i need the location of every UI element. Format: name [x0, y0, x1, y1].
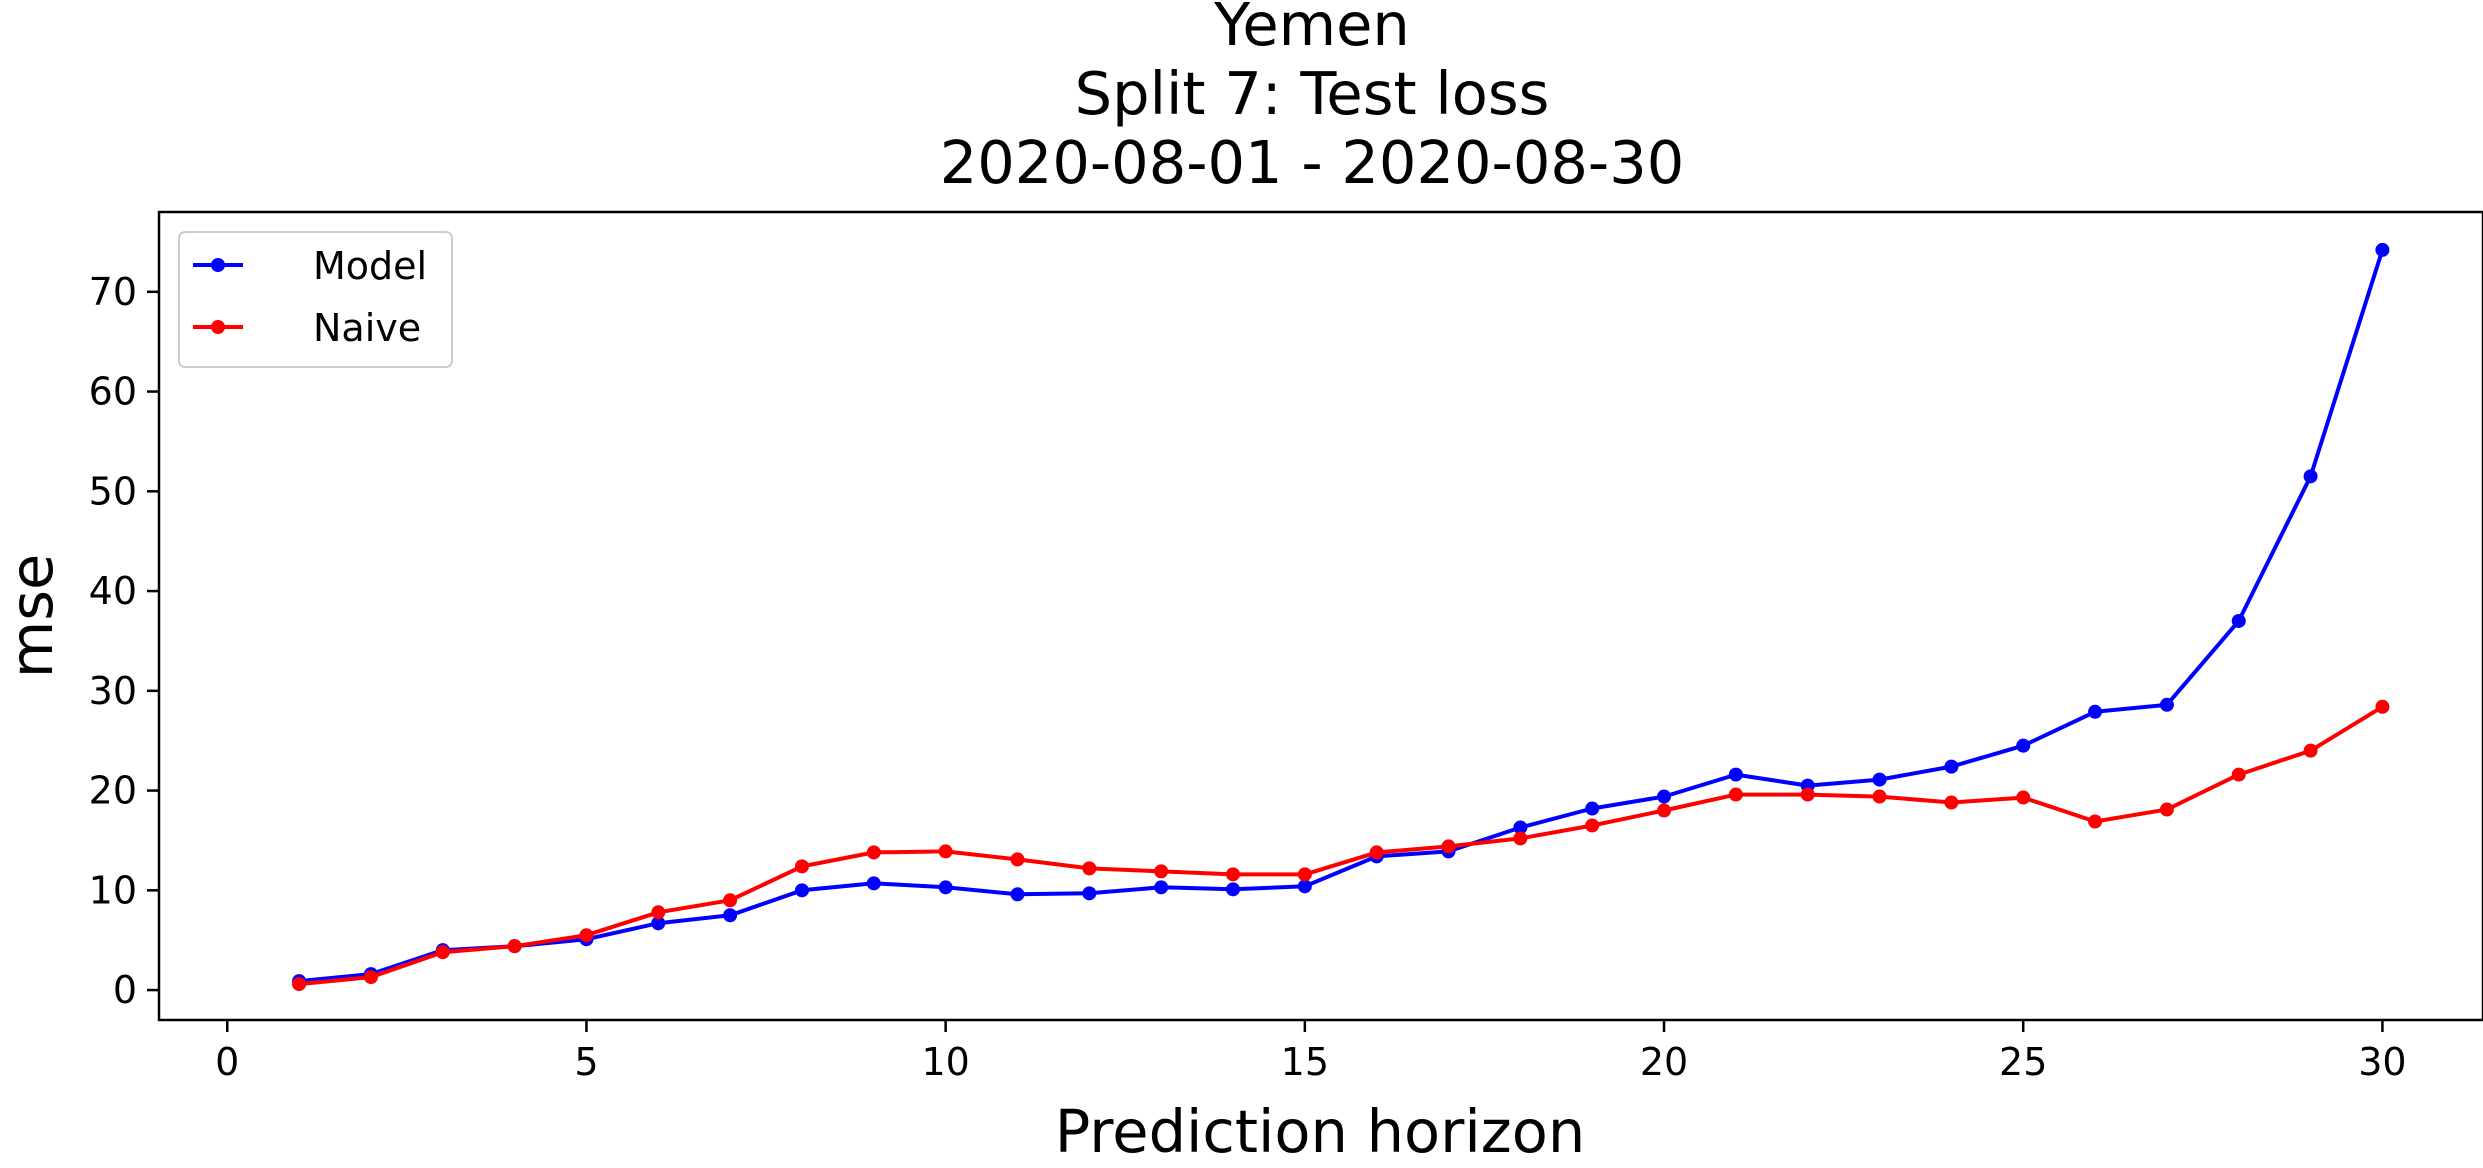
x-tick-label: 0 — [215, 1040, 239, 1084]
data-point-naive — [1441, 839, 1456, 854]
data-point-model — [2088, 704, 2103, 719]
data-point-model — [1513, 820, 1528, 835]
data-point-naive — [435, 945, 450, 960]
legend: Model Naive — [178, 231, 453, 368]
data-point-naive — [723, 893, 738, 908]
data-point-naive — [1657, 803, 1672, 818]
data-point-model — [1082, 886, 1097, 901]
legend-box — [178, 231, 453, 368]
data-point-model — [1872, 772, 1887, 787]
data-point-naive — [1297, 867, 1312, 882]
data-point-model — [1010, 887, 1025, 902]
data-point-naive — [507, 939, 522, 954]
x-tick-label: 5 — [574, 1040, 598, 1084]
data-point-naive — [2231, 767, 2246, 782]
y-tick-label: 40 — [89, 569, 137, 613]
data-point-naive — [1800, 787, 1815, 802]
data-point-naive — [1944, 795, 1959, 810]
y-tick-label: 60 — [89, 370, 137, 414]
x-axis-ticks: 0 5 10 15 20 25 30 — [215, 1020, 2407, 1084]
data-point-naive — [938, 844, 953, 859]
data-point-naive — [1585, 818, 1600, 833]
data-point-naive — [1369, 845, 1384, 860]
data-point-naive — [1513, 831, 1528, 846]
series-layer — [292, 242, 2390, 992]
data-point-model — [1657, 789, 1672, 804]
data-point-naive — [1082, 861, 1097, 876]
data-point-naive — [579, 928, 594, 943]
x-tick-label: 30 — [2358, 1040, 2406, 1084]
title-line-3: 2020-08-01 - 2020-08-30 — [940, 128, 1685, 197]
data-point-naive — [866, 845, 881, 860]
y-tick-label: 0 — [113, 968, 137, 1012]
y-axis-label: mse — [0, 554, 66, 679]
data-point-naive — [2303, 743, 2318, 758]
data-point-naive — [2016, 790, 2031, 805]
y-tick-label: 10 — [89, 868, 137, 912]
data-point-naive — [363, 970, 378, 985]
data-point-model — [2375, 242, 2390, 257]
x-tick-label: 15 — [1281, 1040, 1329, 1084]
data-point-naive — [1010, 852, 1025, 867]
series-line-naive — [298, 705, 2384, 987]
data-point-model — [938, 880, 953, 895]
x-axis-label: Prediction horizon — [1055, 1097, 1585, 1166]
data-point-model — [1728, 767, 1743, 782]
y-tick-label: 20 — [89, 769, 137, 813]
x-tick-label: 20 — [1640, 1040, 1688, 1084]
legend-label-model: Model — [313, 244, 427, 288]
data-point-model — [1297, 879, 1312, 894]
title-line-1: Yemen — [1213, 0, 1410, 59]
data-point-model — [866, 876, 881, 891]
data-point-model — [2231, 613, 2246, 628]
x-tick-label: 25 — [1999, 1040, 2047, 1084]
data-point-naive — [2088, 814, 2103, 829]
plot-frame — [157, 210, 2483, 1022]
data-point-naive — [794, 859, 809, 874]
data-point-model — [723, 908, 738, 923]
data-point-naive — [2375, 699, 2390, 714]
legend-marker-model — [211, 258, 225, 272]
data-point-model — [2303, 469, 2318, 484]
data-point-model — [651, 916, 666, 931]
legend-label-naive: Naive — [313, 306, 421, 350]
data-point-model — [1225, 882, 1240, 897]
data-point-naive — [2159, 802, 2174, 817]
y-tick-label: 70 — [89, 270, 137, 314]
series-line-model — [298, 249, 2385, 984]
chart-title: Yemen Split 7: Test loss 2020-08-01 - 20… — [940, 0, 1685, 197]
data-point-naive — [651, 905, 666, 920]
data-point-model — [2016, 738, 2031, 753]
data-point-model — [2159, 697, 2174, 712]
data-point-model — [794, 883, 809, 898]
data-point-naive — [1728, 787, 1743, 802]
data-point-naive — [1154, 864, 1169, 879]
y-tick-label: 30 — [89, 669, 137, 713]
y-axis-ticks: 0 10 20 30 40 50 60 70 — [89, 270, 159, 1012]
data-point-naive — [292, 977, 307, 992]
data-point-naive — [1872, 789, 1887, 804]
y-tick-label: 50 — [89, 469, 137, 513]
x-tick-label: 10 — [921, 1040, 969, 1084]
data-point-naive — [1225, 867, 1240, 882]
data-point-model — [1944, 759, 1959, 774]
legend-marker-naive — [211, 320, 225, 334]
data-point-model — [1585, 801, 1600, 816]
data-point-model — [1154, 880, 1169, 895]
title-line-2: Split 7: Test loss — [1075, 59, 1550, 128]
series-naive — [292, 699, 2390, 992]
